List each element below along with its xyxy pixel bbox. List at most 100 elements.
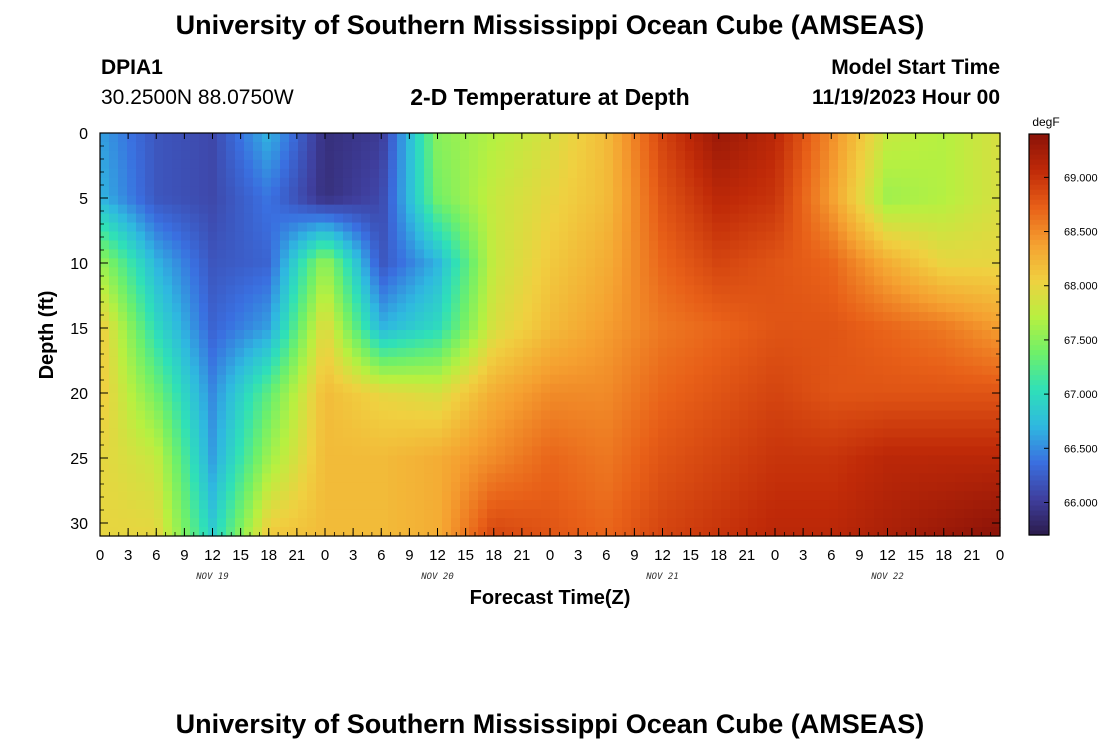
heatmap-cell [172, 204, 182, 215]
heatmap-cell [523, 150, 533, 161]
heatmap-cell [982, 518, 992, 528]
heatmap-cell [352, 330, 362, 340]
heatmap-cell [910, 195, 920, 206]
heatmap-cell [244, 518, 254, 528]
heatmap-cell [109, 383, 119, 394]
heatmap-cell [496, 294, 506, 304]
heatmap-cell [748, 133, 758, 143]
heatmap-cell [208, 428, 218, 439]
heatmap-cell [631, 455, 641, 465]
heatmap-cell [208, 518, 218, 528]
heatmap-cell [127, 276, 137, 286]
heatmap-cell [181, 285, 191, 295]
heatmap-cell [343, 464, 353, 474]
heatmap-cell [100, 312, 110, 322]
heatmap-cell [271, 491, 281, 501]
heatmap-cell [370, 159, 380, 170]
heatmap-cell [766, 231, 776, 242]
heatmap-cell [568, 195, 578, 206]
heatmap-cell [784, 374, 794, 385]
heatmap-cell [163, 312, 173, 322]
heatmap-cell [919, 410, 929, 421]
heatmap-cell [856, 249, 866, 259]
heatmap-cell [271, 437, 281, 448]
heatmap-cell [100, 473, 110, 483]
heatmap-cell [109, 186, 119, 197]
heatmap-cell [424, 464, 434, 474]
heatmap-cell [406, 240, 416, 251]
heatmap-cell [595, 437, 605, 448]
heatmap-cell [325, 168, 335, 179]
heatmap-cell [289, 401, 299, 412]
heatmap-cell [748, 285, 758, 295]
heatmap-cell [514, 222, 524, 233]
heatmap-cell [622, 419, 632, 430]
heatmap-cell [721, 168, 731, 179]
heatmap-cell [883, 222, 893, 233]
heatmap-cell [208, 437, 218, 448]
heatmap-cell [640, 437, 650, 448]
heatmap-cell [955, 518, 965, 528]
heatmap-cell [559, 473, 569, 483]
heatmap-cell [919, 258, 929, 268]
heatmap-cell [568, 285, 578, 295]
heatmap-cell [379, 159, 389, 170]
heatmap-cell [964, 500, 974, 510]
heatmap-cell [694, 195, 704, 206]
heatmap-cell [874, 365, 884, 376]
heatmap-cell [352, 374, 362, 385]
heatmap-cell [856, 455, 866, 465]
heatmap-cell [928, 276, 938, 286]
heatmap-cell [361, 267, 371, 277]
heatmap-cell [226, 213, 236, 224]
heatmap-cell [892, 410, 902, 421]
heatmap-cell [739, 249, 749, 259]
heatmap-cell [568, 437, 578, 448]
heatmap-cell [100, 392, 110, 403]
heatmap-cell [334, 473, 344, 483]
heatmap-cell [370, 276, 380, 286]
heatmap-cell [415, 410, 425, 421]
heatmap-cell [802, 509, 812, 519]
heatmap-cell [181, 240, 191, 251]
heatmap-cell [568, 491, 578, 501]
heatmap-cell [478, 437, 488, 448]
heatmap-cell [604, 321, 614, 331]
heatmap-cell [586, 500, 596, 510]
heatmap-cell [181, 213, 191, 224]
heatmap-cell [856, 482, 866, 492]
heatmap-cell [451, 365, 461, 376]
heatmap-cell [604, 356, 614, 367]
heatmap-cell [154, 195, 164, 206]
heatmap-cell [829, 482, 839, 492]
heatmap-cell [856, 518, 866, 528]
heatmap-cell [451, 204, 461, 215]
heatmap-cell [964, 473, 974, 483]
heatmap-cell [712, 321, 722, 331]
heatmap-cell [217, 177, 227, 188]
heatmap-cell [469, 437, 479, 448]
heatmap-cell [109, 428, 119, 439]
heatmap-cell [523, 186, 533, 197]
heatmap-cell [919, 159, 929, 170]
heatmap-cell [307, 347, 317, 358]
heatmap-cell [649, 374, 659, 385]
heatmap-cell [541, 383, 551, 394]
heatmap-cell [496, 383, 506, 394]
heatmap-cell [379, 464, 389, 474]
heatmap-cell [739, 338, 749, 349]
heatmap-cell [127, 204, 137, 215]
heatmap-cell [919, 231, 929, 242]
heatmap-cell [109, 392, 119, 403]
heatmap-cell [406, 383, 416, 394]
heatmap-cell [955, 231, 965, 242]
heatmap-cell [550, 491, 560, 501]
heatmap-cell [118, 383, 128, 394]
heatmap-cell [892, 141, 902, 152]
heatmap-cell [370, 356, 380, 367]
heatmap-cell [964, 356, 974, 367]
heatmap-cell [640, 518, 650, 528]
heatmap-cell [487, 330, 497, 340]
heatmap-cell [829, 204, 839, 215]
heatmap-cell [955, 195, 965, 206]
